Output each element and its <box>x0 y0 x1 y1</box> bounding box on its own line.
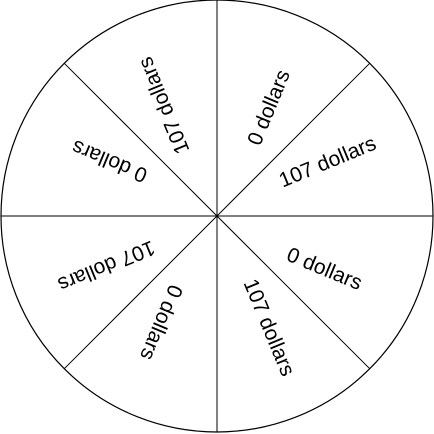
divider-diagonal-b <box>63 62 371 370</box>
